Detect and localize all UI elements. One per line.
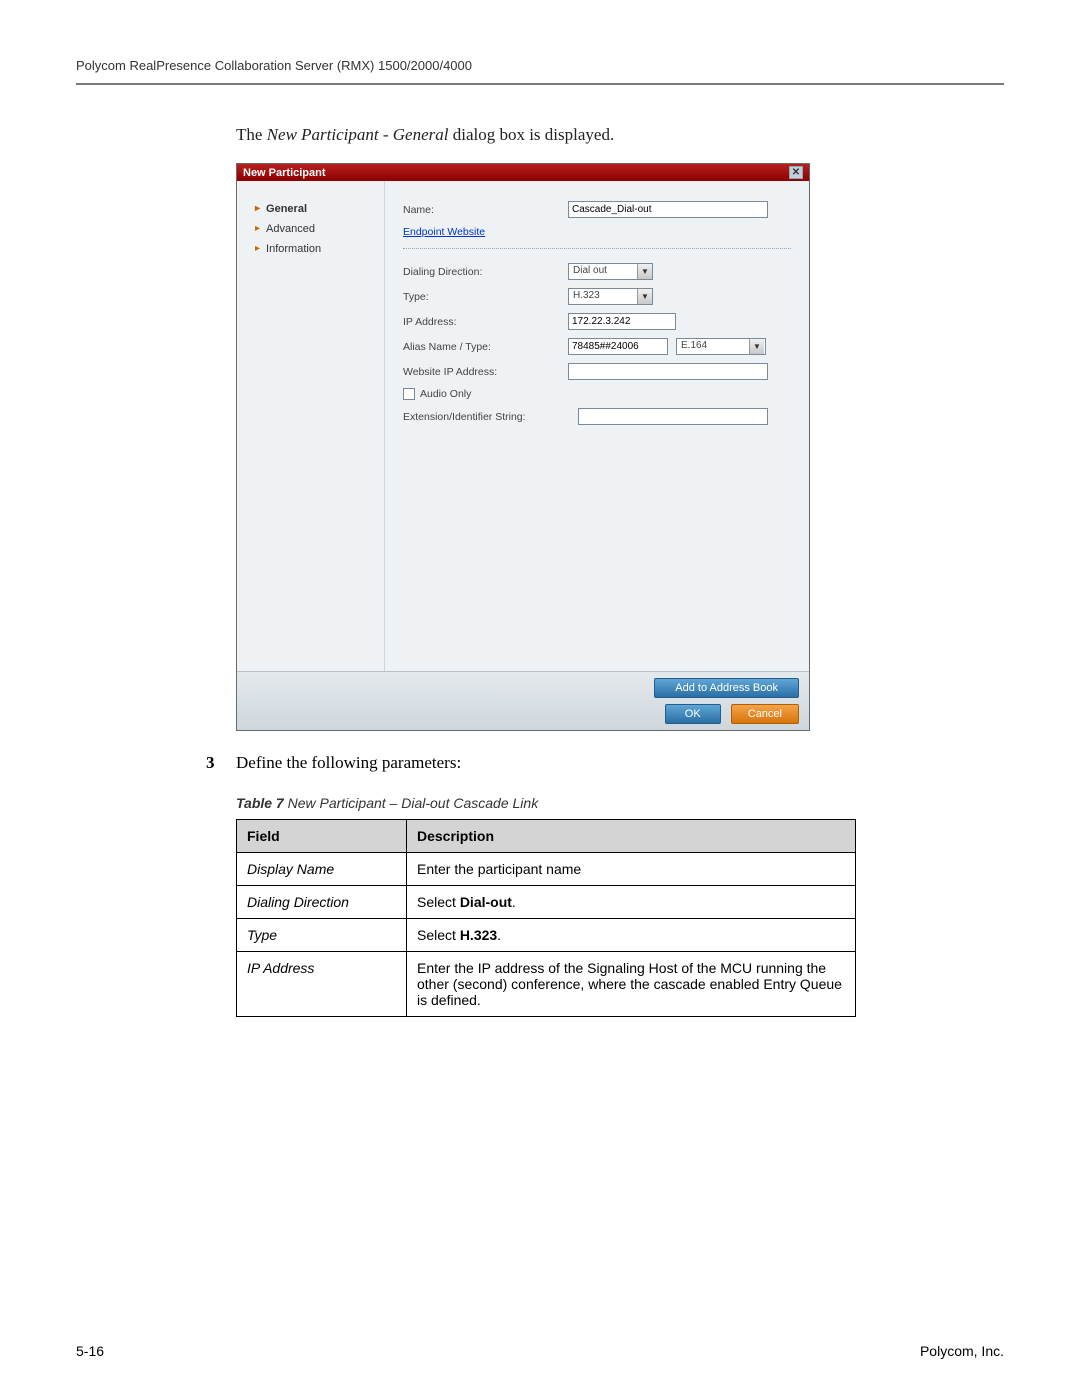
name-label: Name: [403,204,568,216]
cancel-button[interactable]: Cancel [731,704,799,724]
ok-button[interactable]: OK [665,704,721,724]
ip-address-label: IP Address: [403,316,568,328]
sidebar-item-information[interactable]: ▸ Information [255,239,374,259]
extension-label: Extension/Identifier String: [403,411,578,423]
extension-input[interactable] [578,408,768,425]
website-ip-label: Website IP Address: [403,366,568,378]
desc-post: . [512,894,516,910]
type-select[interactable]: H.323 ▼ [568,288,653,305]
dialog-title: New Participant [243,167,326,179]
ip-address-input[interactable] [568,313,676,330]
company-name: Polycom, Inc. [920,1343,1004,1359]
parameter-table: Field Description Display Name Enter the… [236,819,856,1017]
dialing-direction-label: Dialing Direction: [403,266,568,278]
desc-pre: Select [417,894,460,910]
select-value: E.164 [677,339,749,354]
dialog-sidebar: ▸ General ▸ Advanced ▸ Information [237,181,385,671]
caption-rest: New Participant – Dial-out Cascade Link [284,795,538,811]
table-row: Dialing Direction Select Dial-out. [237,886,856,919]
add-to-address-book-button[interactable]: Add to Address Book [654,678,799,698]
intro-text: The New Participant - General dialog box… [236,125,856,145]
audio-only-label: Audio Only [420,388,471,400]
alias-name-input[interactable] [568,338,668,355]
sidebar-item-label: General [266,203,307,215]
audio-only-checkbox[interactable] [403,388,415,400]
desc-bold: H.323 [460,927,497,943]
desc-post: . [497,927,501,943]
form-separator [403,248,791,249]
intro-suffix: dialog box is displayed. [448,125,614,144]
close-icon[interactable]: ✕ [789,166,803,179]
table-header-field: Field [237,820,407,853]
desc-bold: Dial-out [460,894,512,910]
select-value: Dial out [569,264,637,279]
table-cell-description: Select Dial-out. [407,886,856,919]
table-row: Type Select H.323. [237,919,856,952]
endpoint-website-link[interactable]: Endpoint Website [403,226,485,238]
intro-italic: New Participant - General [267,125,449,144]
sidebar-item-advanced[interactable]: ▸ Advanced [255,219,374,239]
sidebar-item-label: Advanced [266,223,315,235]
dialing-direction-select[interactable]: Dial out ▼ [568,263,653,280]
table-row: IP Address Enter the IP address of the S… [237,952,856,1017]
website-ip-input[interactable] [568,363,768,380]
intro-prefix: The [236,125,267,144]
chevron-right-icon: ▸ [255,244,260,254]
table-caption: Table 7 New Participant – Dial-out Casca… [236,795,856,811]
chevron-right-icon: ▸ [255,224,260,234]
table-cell-field: IP Address [237,952,407,1017]
select-value: H.323 [569,289,637,304]
name-input[interactable] [568,201,768,218]
sidebar-item-label: Information [266,243,321,255]
type-label: Type: [403,291,568,303]
table-cell-field: Type [237,919,407,952]
alias-label: Alias Name / Type: [403,341,568,353]
table-header-description: Description [407,820,856,853]
alias-type-select[interactable]: E.164 ▼ [676,338,766,355]
chevron-right-icon: ▸ [255,204,260,214]
table-cell-field: Display Name [237,853,407,886]
chevron-down-icon: ▼ [637,264,652,279]
new-participant-dialog: New Participant ✕ ▸ General ▸ Advanced ▸… [236,163,810,731]
table-row: Display Name Enter the participant name [237,853,856,886]
chevron-down-icon: ▼ [637,289,652,304]
chevron-down-icon: ▼ [749,339,764,354]
page-footer: 5-16 Polycom, Inc. [76,1343,1004,1359]
step-text: Define the following parameters: [236,753,461,773]
dialog-form: Name: Endpoint Website Dialing Direction… [385,181,809,671]
header-rule [76,83,1004,85]
sidebar-item-general[interactable]: ▸ General [255,199,374,219]
caption-prefix: Table 7 [236,795,284,811]
table-cell-description: Enter the participant name [407,853,856,886]
doc-header: Polycom RealPresence Collaboration Serve… [76,0,1004,73]
table-cell-description: Select H.323. [407,919,856,952]
table-cell-field: Dialing Direction [237,886,407,919]
dialog-footer: Add to Address Book OK Cancel [237,671,809,730]
table-cell-description: Enter the IP address of the Signaling Ho… [407,952,856,1017]
dialog-titlebar: New Participant ✕ [237,164,809,181]
desc-pre: Select [417,927,460,943]
page-number: 5-16 [76,1343,104,1359]
step-number: 3 [206,753,236,773]
